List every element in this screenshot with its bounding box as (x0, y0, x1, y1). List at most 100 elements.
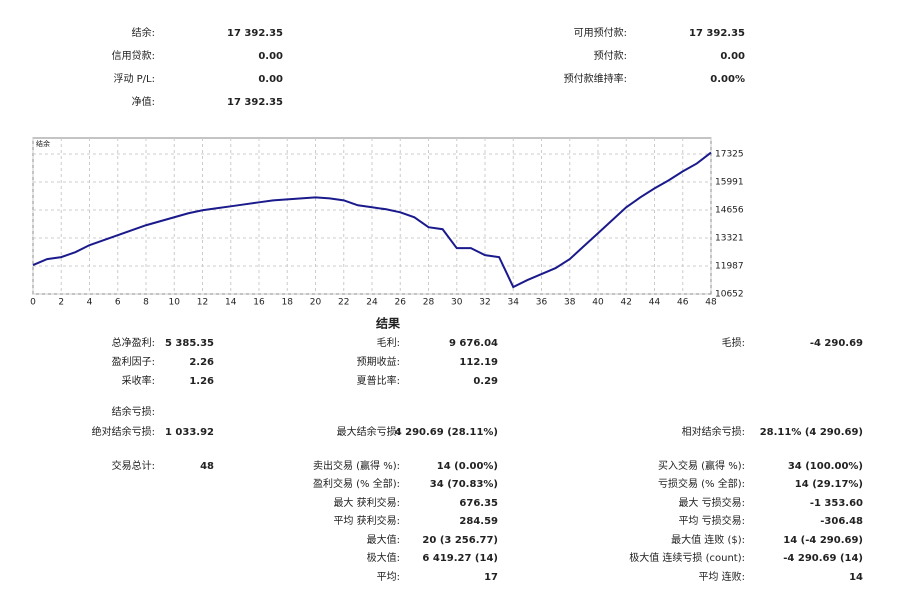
x-tick-label: 40 (592, 298, 604, 308)
result-label: 极大值 连续亏损 (count): (629, 551, 745, 564)
result-label: 总净盈利: (112, 336, 155, 349)
x-tick-label: 2 (58, 298, 64, 308)
result-value: 0.29 (473, 376, 498, 387)
result-label: 最大 获利交易: (333, 496, 400, 509)
x-tick-label: 8 (143, 298, 149, 308)
y-tick-label: 10652 (715, 290, 744, 300)
x-tick-label: 28 (423, 298, 435, 308)
x-tick-label: 36 (536, 298, 548, 308)
result-value: 34 (100.00%) (788, 461, 863, 472)
result-label: 最大结余亏损: (337, 425, 400, 438)
result-label: 亏损交易 (% 全部): (658, 477, 745, 490)
summary-value: 17 392.35 (689, 28, 745, 39)
x-tick-label: 16 (253, 298, 265, 308)
summary-value: 0.00 (258, 74, 283, 85)
result-value: 34 (70.83%) (430, 479, 498, 490)
x-tick-label: 26 (395, 298, 407, 308)
result-label: 相对结余亏损: (682, 425, 745, 438)
result-label: 最大 亏损交易: (678, 496, 745, 509)
x-tick-label: 12 (197, 298, 208, 308)
summary-label: 预付款维持率: (564, 72, 627, 85)
summary-value: 17 392.35 (227, 97, 283, 108)
result-value: 1.26 (189, 376, 214, 387)
result-value: -4 290.69 (810, 338, 863, 349)
result-value: 20 (3 256.77) (422, 535, 498, 546)
chart-title: 结余 (36, 139, 50, 148)
result-label: 采收率: (122, 374, 155, 387)
result-value: 28.11% (4 290.69) (760, 427, 863, 438)
result-value: 5 385.35 (165, 338, 214, 349)
summary-label: 净值: (132, 95, 155, 108)
summary-value: 0.00 (258, 51, 283, 62)
result-value: 14 (-4 290.69) (783, 535, 863, 546)
summary-value: 17 392.35 (227, 28, 283, 39)
result-value: 112.19 (459, 357, 498, 368)
result-label: 盈利因子: (112, 356, 155, 368)
result-value: 4 290.69 (28.11%) (395, 427, 498, 438)
y-tick-label: 15991 (715, 177, 744, 187)
result-label: 极大值: (367, 551, 400, 564)
result-label: 结余亏损: (112, 405, 155, 418)
x-tick-label: 10 (169, 298, 181, 308)
x-tick-label: 0 (30, 298, 36, 308)
x-tick-label: 42 (621, 298, 632, 308)
y-tick-label: 14656 (715, 206, 744, 216)
result-label: 平均 亏损交易: (678, 514, 745, 527)
result-value: 17 (484, 572, 498, 583)
result-label: 最大值: (367, 533, 400, 546)
summary-label: 可用预付款: (574, 26, 627, 39)
x-tick-label: 46 (677, 298, 689, 308)
x-tick-label: 38 (564, 298, 576, 308)
x-tick-label: 30 (451, 298, 463, 308)
result-label: 交易总计: (112, 459, 155, 472)
result-label: 毛利: (377, 337, 400, 349)
result-label: 预期收益: (357, 355, 400, 368)
result-value: 14 (849, 572, 863, 583)
x-tick-label: 20 (310, 298, 322, 308)
result-value: 1 033.92 (165, 427, 214, 438)
result-label: 最大值 连败 ($): (671, 533, 745, 546)
x-tick-label: 6 (115, 298, 121, 308)
x-tick-label: 24 (366, 298, 378, 308)
result-label: 盈利交易 (% 全部): (313, 477, 400, 490)
result-label: 毛损: (722, 336, 745, 349)
x-tick-label: 4 (87, 298, 93, 308)
summary-label: 信用贷款: (112, 49, 155, 62)
results-title: 结果 (376, 316, 400, 331)
balance-line (32, 151, 712, 289)
result-label: 绝对结余亏损: (92, 425, 155, 438)
result-value: -4 290.69 (14) (783, 553, 863, 564)
y-tick-label: 11987 (715, 261, 744, 271)
x-tick-label: 22 (338, 298, 349, 308)
x-tick-label: 34 (508, 298, 520, 308)
result-label: 平均: (377, 571, 400, 583)
result-label: 卖出交易 (赢得 %): (313, 459, 400, 472)
result-value: 676.35 (459, 498, 498, 509)
result-value: 14 (0.00%) (437, 461, 498, 472)
y-tick-label: 17325 (715, 150, 744, 160)
result-label: 平均 获利交易: (333, 514, 400, 527)
result-value: 6 419.27 (14) (422, 553, 498, 564)
summary-label: 预付款: (594, 49, 627, 62)
x-tick-label: 18 (282, 298, 294, 308)
result-value: 9 676.04 (449, 338, 498, 349)
result-value: -306.48 (820, 516, 863, 527)
result-value: 284.59 (459, 516, 498, 527)
result-value: 48 (200, 461, 214, 472)
summary-value: 0.00% (710, 74, 745, 85)
result-label: 买入交易 (赢得 %): (658, 459, 745, 472)
x-tick-label: 32 (479, 298, 490, 308)
y-tick-label: 13321 (715, 234, 744, 244)
result-value: -1 353.60 (810, 498, 863, 509)
x-tick-label: 14 (225, 298, 237, 308)
summary-label: 浮动 P/L: (113, 73, 155, 85)
result-value: 14 (29.17%) (795, 479, 863, 490)
summary-label: 结余: (132, 26, 155, 39)
result-label: 平均 连败: (698, 570, 745, 583)
x-tick-label: 48 (705, 298, 717, 308)
x-tick-label: 44 (649, 298, 661, 308)
result-label: 夏普比率: (357, 374, 400, 387)
summary-value: 0.00 (720, 51, 745, 62)
